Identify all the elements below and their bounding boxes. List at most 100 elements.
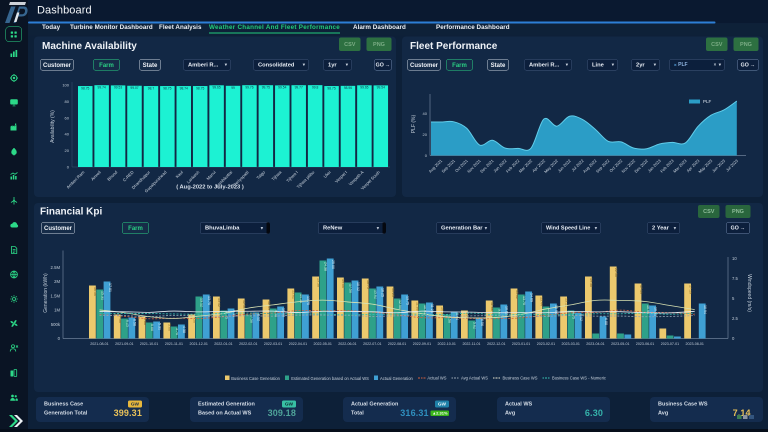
svg-text:12.50: 12.50 <box>242 300 246 309</box>
svg-text:2023-05-01: 2023-05-01 <box>611 342 629 346</box>
svg-text:17.19: 17.19 <box>639 285 643 294</box>
svg-text:10.00: 10.00 <box>281 308 285 317</box>
svg-text:13.75: 13.75 <box>522 296 526 305</box>
svg-text:7.5: 7.5 <box>732 276 739 281</box>
svg-text:8.75: 8.75 <box>224 312 228 319</box>
svg-text:( Aug-2022 to July-2023 ): ( Aug-2022 to July-2023 ) <box>176 185 244 191</box>
svg-text:5.62: 5.62 <box>472 322 476 329</box>
svg-text:2021-10-01: 2021-10-01 <box>140 342 158 346</box>
svg-text:13.75: 13.75 <box>405 296 409 305</box>
svg-text:2022-06-01: 2022-06-01 <box>338 342 356 346</box>
svg-text:6.25: 6.25 <box>125 320 129 327</box>
svg-text:13.75: 13.75 <box>207 296 211 305</box>
svg-text:7.50: 7.50 <box>192 316 196 323</box>
svg-text:2022-11-01: 2022-11-01 <box>462 342 480 346</box>
svg-text:99.54: 99.54 <box>278 86 286 90</box>
svg-text:18.12: 18.12 <box>356 282 360 291</box>
svg-text:98.74: 98.74 <box>180 86 188 90</box>
svg-text:98.75: 98.75 <box>327 86 335 90</box>
svg-text:1.5M: 1.5M <box>51 293 61 298</box>
svg-text:2023-08-01: 2023-08-01 <box>686 342 704 346</box>
svg-text:99.07: 99.07 <box>130 86 138 90</box>
svg-text:Vespeth A: Vespeth A <box>348 170 365 187</box>
svg-text:20: 20 <box>65 148 70 153</box>
svg-text:5.00: 5.00 <box>150 324 154 331</box>
svg-text:99.77: 99.77 <box>295 85 303 89</box>
svg-text:Windspeed (m/s): Windspeed (m/s) <box>746 274 752 312</box>
svg-text:1M: 1M <box>54 308 60 313</box>
svg-text:Lankesh: Lankesh <box>186 169 201 184</box>
svg-text:2.5: 2.5 <box>732 316 739 321</box>
svg-text:0: 0 <box>732 336 735 341</box>
svg-text:10.94: 10.94 <box>646 305 650 314</box>
svg-text:8.75: 8.75 <box>465 312 469 319</box>
svg-text:2022-04-01: 2022-04-01 <box>289 342 307 346</box>
svg-text:3.75: 3.75 <box>175 328 179 335</box>
svg-text:500k: 500k <box>51 322 61 327</box>
svg-text:8.12: 8.12 <box>579 314 583 321</box>
svg-text:11.25: 11.25 <box>430 304 434 313</box>
svg-text:Tijhwa I: Tijhwa I <box>285 170 299 184</box>
svg-text:15.62: 15.62 <box>515 290 519 299</box>
svg-text:Jun 2023: Jun 2023 <box>711 158 727 174</box>
svg-text:Manvi: Manvi <box>205 170 216 181</box>
svg-text:98.75: 98.75 <box>163 86 171 90</box>
svg-text:20: 20 <box>423 132 428 137</box>
svg-text:17.81: 17.81 <box>108 283 112 292</box>
svg-text:40: 40 <box>65 132 70 137</box>
svg-text:2023-04-01: 2023-04-01 <box>586 342 604 346</box>
svg-text:2M: 2M <box>54 279 60 284</box>
svg-text:2021-12-01: 2021-12-01 <box>190 342 208 346</box>
svg-text:Mar 2022: Mar 2022 <box>518 158 534 174</box>
svg-text:13.12: 13.12 <box>217 298 221 307</box>
svg-text:Sep 2022: Sep 2022 <box>595 158 611 174</box>
svg-text:Kaul: Kaul <box>174 170 184 180</box>
svg-text:98.75: 98.75 <box>196 86 204 90</box>
svg-text:4.38: 4.38 <box>182 326 186 333</box>
svg-text:99.76: 99.76 <box>245 85 253 89</box>
svg-text:Amreli: Amreli <box>90 170 102 182</box>
svg-text:15.62: 15.62 <box>292 290 296 299</box>
svg-text:2022-10-01: 2022-10-01 <box>438 342 456 346</box>
svg-text:13.12: 13.12 <box>200 298 204 307</box>
svg-text:2023-02-01: 2023-02-01 <box>537 342 555 346</box>
svg-text:May 2022: May 2022 <box>543 158 560 175</box>
svg-text:10.94: 10.94 <box>554 305 558 314</box>
svg-text:10.62: 10.62 <box>505 306 509 315</box>
svg-text:7.50: 7.50 <box>118 316 122 323</box>
svg-text:17.50: 17.50 <box>348 284 352 293</box>
svg-text:Uksi: Uksi <box>322 170 331 179</box>
svg-text:2022-01-01: 2022-01-01 <box>214 342 232 346</box>
svg-text:2022-12-01: 2022-12-01 <box>487 342 505 346</box>
svg-text:2022-02-01: 2022-02-01 <box>239 342 257 346</box>
svg-text:2022-07-01: 2022-07-01 <box>363 342 381 346</box>
svg-text:98.7: 98.7 <box>148 86 155 90</box>
svg-text:PLF: PLF <box>703 99 712 104</box>
svg-text:7.50: 7.50 <box>249 316 253 323</box>
svg-text:Dec 2021: Dec 2021 <box>479 158 495 174</box>
svg-text:Tijhwa: Tijhwa <box>271 169 283 181</box>
svg-text:10.94: 10.94 <box>423 305 427 314</box>
svg-text:2.5M: 2.5M <box>51 265 61 270</box>
svg-text:10: 10 <box>732 256 737 261</box>
svg-text:19.06: 19.06 <box>341 279 345 288</box>
svg-text:2023-01-01: 2023-01-01 <box>512 342 530 346</box>
svg-text:2021-09-01: 2021-09-01 <box>115 342 133 346</box>
svg-text:C-RED: C-RED <box>122 170 135 183</box>
svg-text:16.25: 16.25 <box>381 288 385 297</box>
svg-text:99: 99 <box>231 86 235 90</box>
svg-text:Dec 2022: Dec 2022 <box>633 158 649 174</box>
svg-text:7.50: 7.50 <box>448 316 452 323</box>
svg-text:19.38: 19.38 <box>316 278 320 287</box>
svg-text:May 2023: May 2023 <box>697 158 714 175</box>
svg-text:16.25: 16.25 <box>391 288 395 297</box>
svg-text:19.38: 19.38 <box>589 278 593 287</box>
svg-text:10.94: 10.94 <box>703 305 707 314</box>
svg-text:14.38: 14.38 <box>299 294 303 303</box>
svg-text:15.62: 15.62 <box>373 290 377 299</box>
svg-text:6.88: 6.88 <box>604 318 608 325</box>
svg-text:0: 0 <box>67 165 70 170</box>
svg-text:18.75: 18.75 <box>366 280 370 289</box>
svg-text:24.38: 24.38 <box>324 262 328 271</box>
svg-text:11.88: 11.88 <box>490 302 494 311</box>
